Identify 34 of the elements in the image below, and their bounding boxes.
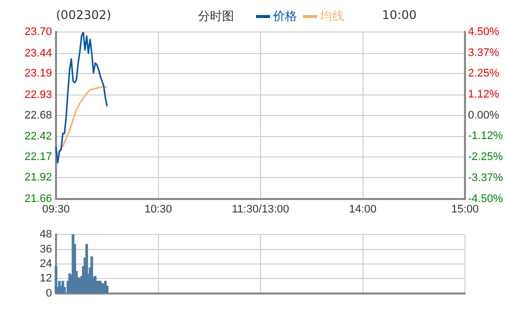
y-tick-label: 21.66 [24,192,52,205]
y2-tick-label: -2.25% [468,151,504,164]
x-tick-label: 11:30/13:00 [232,203,290,216]
y2-tick-label: -1.12% [468,130,504,142]
text: 10:00 [382,8,417,22]
y-tick-label: 12 [40,272,52,285]
y-tick-label: 22.17 [24,151,52,164]
y2-tick-label: -3.37% [468,172,504,184]
chart-subtitle: (002302) [56,8,112,22]
legend-label: 均线 [320,9,344,23]
y-tick-label: 21.92 [24,172,52,184]
y2-tick-label: 0.00% [468,109,500,122]
y-tick-label: 36 [40,243,52,256]
y2-tick-label: 2.25% [468,68,500,80]
chart-title: 分时图 [198,8,234,25]
legend-label: 价格 [273,9,297,23]
x-tick-label: 15:00 [451,203,479,216]
y-tick-label: 22.93 [24,88,52,101]
bar [54,266,58,294]
y2-tick-label: -4.50% [468,192,504,205]
x-tick-label: 14:00 [348,203,377,216]
y-tick-label: 48 [40,228,52,241]
y-tick-label: 22.68 [24,109,52,122]
y2-tick-label: 3.37% [468,46,500,59]
y-tick-label: 23.44 [24,47,52,60]
y2-tick-label: 1.12% [468,88,500,101]
y-tick-label: 23.70 [24,26,52,38]
y2-tick-label: 4.50% [468,26,500,38]
y-tick-label: 22.42 [24,130,52,143]
y-tick-label: 23.19 [24,68,52,80]
y-tick-label: 24 [40,258,52,270]
x-tick-label: 09:30 [42,203,70,216]
x-tick-label: 10:30 [144,203,172,216]
y-tick-label: 0 [46,287,52,300]
